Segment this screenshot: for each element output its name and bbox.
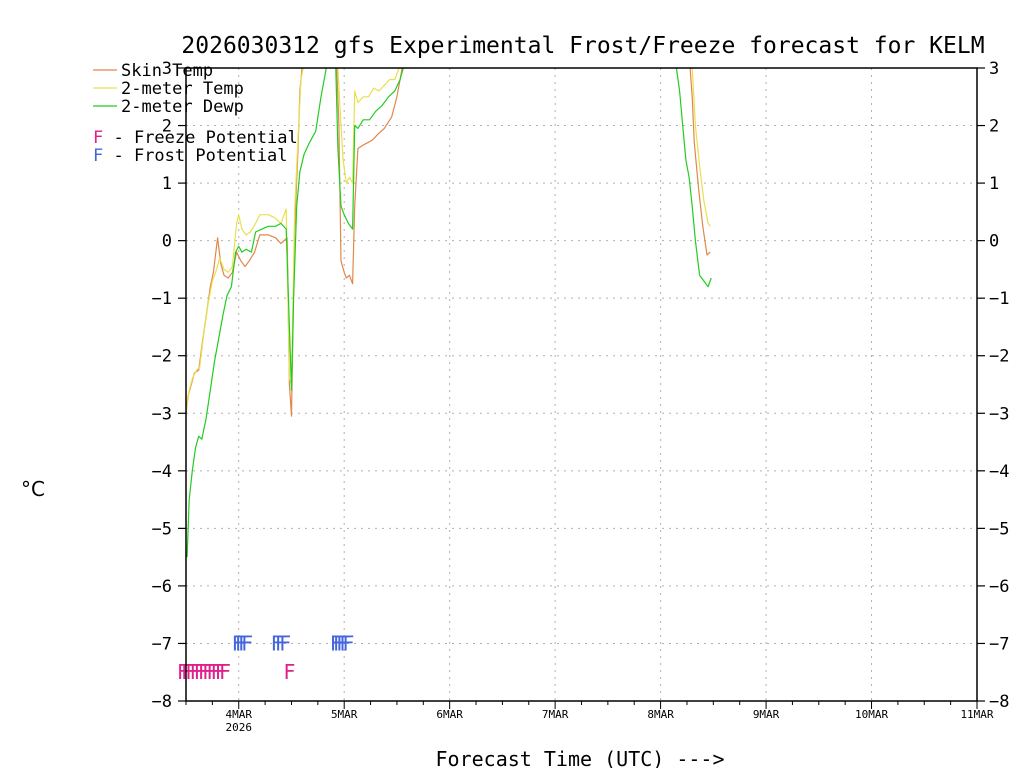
series-line-2-meter-temp <box>186 68 304 414</box>
y-tick-label: 2 <box>162 117 172 137</box>
legend-text: - Freeze Potential <box>103 128 297 148</box>
series-line-skin-temp <box>186 68 303 417</box>
y-tick-label-right: 1 <box>989 174 999 194</box>
y-tick-label-right: −5 <box>989 519 1009 539</box>
y-tick-label: 1 <box>162 174 172 194</box>
x-tick-label: 4MAR <box>225 708 252 721</box>
legend-label-2-meter-dewp: 2-meter Dewp <box>121 97 244 117</box>
y-tick-label: −4 <box>152 462 172 482</box>
y-tick-label: −7 <box>152 634 172 654</box>
y-tick-label-right: 2 <box>989 117 999 137</box>
y-tick-label-right: −8 <box>989 692 1009 712</box>
legend-freeze: F - Freeze Potential <box>93 128 298 148</box>
y-tick-label-right: −1 <box>989 289 1009 309</box>
series-line-2-meter-temp <box>691 68 711 227</box>
freeze-marker: F <box>194 660 206 684</box>
x-tick-label: 11MAR <box>960 708 993 721</box>
frost-marker: F <box>241 631 253 655</box>
y-tick-label: −3 <box>152 404 172 424</box>
series-line-2-meter-dewp <box>675 68 712 288</box>
freeze-marker: F <box>198 660 210 684</box>
y-tick-label: 0 <box>162 232 172 252</box>
y-tick-label-right: −3 <box>989 404 1009 424</box>
chart-title: 2026030312 gfs Experimental Frost/Freeze… <box>181 33 984 59</box>
legend-label-2-meter-temp: 2-meter Temp <box>121 79 244 99</box>
y-tick-label-right: −2 <box>989 347 1009 367</box>
freeze-marker: F <box>202 660 214 684</box>
frost-marker: F <box>235 631 247 655</box>
plot-frame <box>185 67 978 702</box>
frost-marker: F <box>238 631 250 655</box>
axis-ticks: −8 −8 −7 −7 −6 −6 −5 −5 −4 −4 −3 −3 −2 −2 −1 −1 0 0 1 1 2 2 3 3… <box>152 59 1010 734</box>
x-tick-label: 10MAR <box>855 708 888 721</box>
y-axis-label: °C <box>21 477 45 501</box>
x-tick-label: 8MAR <box>647 708 674 721</box>
y-tick-label-right: 0 <box>989 232 999 252</box>
series-line-2-meter-temp <box>337 68 400 184</box>
y-tick-label: 3 <box>162 59 172 79</box>
y-tick-label-right: −7 <box>989 634 1009 654</box>
legend-text: - Frost Potential <box>103 146 287 166</box>
y-tick-label: −6 <box>152 577 172 597</box>
freeze-marker: F <box>219 660 231 684</box>
frost-marker: F <box>339 631 351 655</box>
frost-marker: F <box>279 631 291 655</box>
series-line-2-meter-dewp <box>186 68 327 558</box>
frost-marker: F <box>271 631 283 655</box>
y-tick-label-right: −6 <box>989 577 1009 597</box>
x-tick-label: 7MAR <box>542 708 569 721</box>
freeze-marker: F <box>283 660 295 684</box>
frost-marker: F <box>232 631 244 655</box>
freeze-marker: F <box>189 660 201 684</box>
legend-frost: F - Frost Potential <box>93 146 287 166</box>
frost-marker: F <box>336 631 348 655</box>
gridlines <box>186 68 977 701</box>
frost-marker: F <box>342 631 354 655</box>
series-line-skin-temp <box>336 68 403 285</box>
frost-marker: F <box>333 631 345 655</box>
x-tick-label: 9MAR <box>753 708 780 721</box>
legend-glyph: F <box>93 128 103 148</box>
x-tick-label: 6MAR <box>436 708 463 721</box>
y-tick-label: −8 <box>152 692 172 712</box>
y-tick-label: −5 <box>152 519 172 539</box>
y-tick-label-right: −4 <box>989 462 1009 482</box>
freeze-marker: F <box>181 660 193 684</box>
legend-label-skin-temp: Skin Temp <box>121 61 213 81</box>
frost-marker: F <box>275 631 287 655</box>
series-group <box>186 68 712 558</box>
x-axis-label: Forecast Time (UTC) ---> <box>436 747 725 768</box>
x-tick-label: 5MAR <box>331 708 358 721</box>
freeze-marker: F <box>206 660 218 684</box>
y-tick-label: −1 <box>152 289 172 309</box>
x-tick-sublabel: 2026 <box>225 721 252 734</box>
frost-marker: F <box>330 631 342 655</box>
legend-glyph: F <box>93 146 103 166</box>
freeze-marker: F <box>185 660 197 684</box>
series-line-2-meter-dewp <box>335 68 404 230</box>
freeze-marker: F <box>211 660 223 684</box>
y-tick-label: −2 <box>152 347 172 367</box>
freeze-marker: F <box>215 660 227 684</box>
series-line-skin-temp <box>689 68 711 256</box>
y-tick-label-right: 3 <box>989 59 999 79</box>
